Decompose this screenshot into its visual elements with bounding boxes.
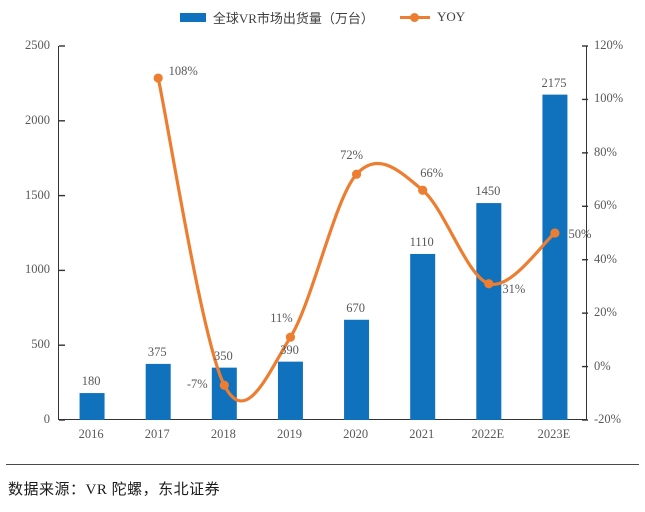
bar-value-label: 375	[147, 344, 167, 359]
yoy-marker	[484, 279, 494, 289]
yoy-value-label: 108%	[168, 64, 198, 79]
x-axis-tick-label: 2018	[210, 427, 236, 441]
x-axis-tick-label: 2020	[343, 427, 369, 441]
bar-value-label: 670	[346, 300, 365, 315]
right-axis-tick-label: 100%	[594, 91, 624, 106]
yoy-marker	[418, 185, 428, 195]
legend-item-shipments: 全球VR市场出货量（万台）	[179, 8, 374, 27]
yoy-value-label: 50%	[568, 227, 592, 241]
yoy-value-label: 31%	[502, 281, 526, 296]
left-axis-tick-label: 0	[43, 412, 50, 426]
left-axis-tick-label: 2000	[25, 112, 50, 127]
left-axis-tick-label: 500	[31, 337, 50, 352]
x-axis-tick-label: 2021	[409, 427, 435, 441]
bar	[410, 253, 436, 420]
right-axis-tick-label: 120%	[594, 38, 624, 52]
right-axis-tick-label: 20%	[594, 305, 617, 320]
left-axis-tick-label: 1500	[25, 187, 50, 202]
bar-value-label: 350	[213, 348, 233, 363]
yoy-line	[156, 76, 557, 403]
line-marker-swatch-icon	[399, 11, 430, 23]
yoy-value-label: 11%	[270, 311, 293, 326]
x-axis-tick-label: 2022E	[471, 427, 505, 441]
plot-area	[58, 45, 588, 421]
right-axis-tick-label: 60%	[594, 198, 617, 213]
source-note: 数据来源：VR 陀螺，东北证券	[8, 482, 221, 498]
bar	[476, 203, 502, 420]
bar	[145, 363, 171, 420]
bar-value-label: 1110	[409, 234, 434, 249]
bar-value-label: 180	[81, 374, 101, 389]
x-axis-tick-label: 2016	[78, 427, 104, 441]
right-axis-tick-label: 0%	[594, 358, 611, 373]
legend-item-yoy: YOY	[399, 9, 466, 25]
bar-value-label: 1450	[475, 184, 501, 199]
bar-value-label: 2175	[541, 75, 567, 90]
right-axis-tick-label: -20%	[594, 412, 622, 426]
right-axis-tick-label: 80%	[594, 144, 617, 159]
plot-svg	[59, 45, 588, 421]
bar-value-label: 390	[280, 342, 299, 357]
legend-label-yoy: YOY	[436, 9, 466, 24]
bar	[79, 393, 105, 420]
x-axis-tick-label: 2017	[144, 427, 170, 441]
yoy-marker	[219, 380, 229, 390]
bar	[211, 367, 237, 420]
yoy-marker	[153, 73, 163, 83]
yoy-marker	[351, 169, 362, 179]
x-axis-tick-label: 2023E	[537, 427, 571, 441]
bar-swatch-icon	[179, 12, 206, 22]
yoy-marker	[285, 332, 296, 342]
yoy-value-label: 66%	[420, 166, 444, 181]
left-axis-tick-label: 2500	[25, 38, 50, 52]
chart-legend: 全球VR市场出货量（万台） YOY	[0, 4, 645, 30]
bar	[277, 361, 303, 420]
footer-divider	[6, 464, 639, 465]
legend-label-shipments: 全球VR市场出货量（万台）	[212, 10, 374, 26]
x-axis-tick-label: 2019	[276, 427, 302, 441]
bar	[542, 94, 568, 420]
yoy-value-label: -7%	[186, 377, 208, 392]
yoy-value-label: 72%	[340, 148, 364, 163]
right-axis-tick-label: 40%	[594, 251, 617, 266]
left-axis-tick-label: 1000	[25, 262, 50, 277]
yoy-marker	[550, 228, 560, 238]
bar	[344, 319, 370, 420]
